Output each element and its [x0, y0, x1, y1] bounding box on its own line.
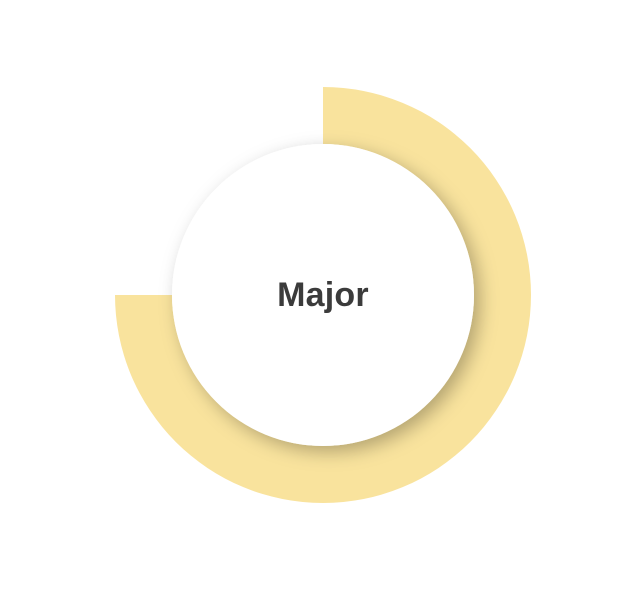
- gauge-label: Major: [277, 275, 369, 314]
- gauge-center-disc: [172, 144, 474, 446]
